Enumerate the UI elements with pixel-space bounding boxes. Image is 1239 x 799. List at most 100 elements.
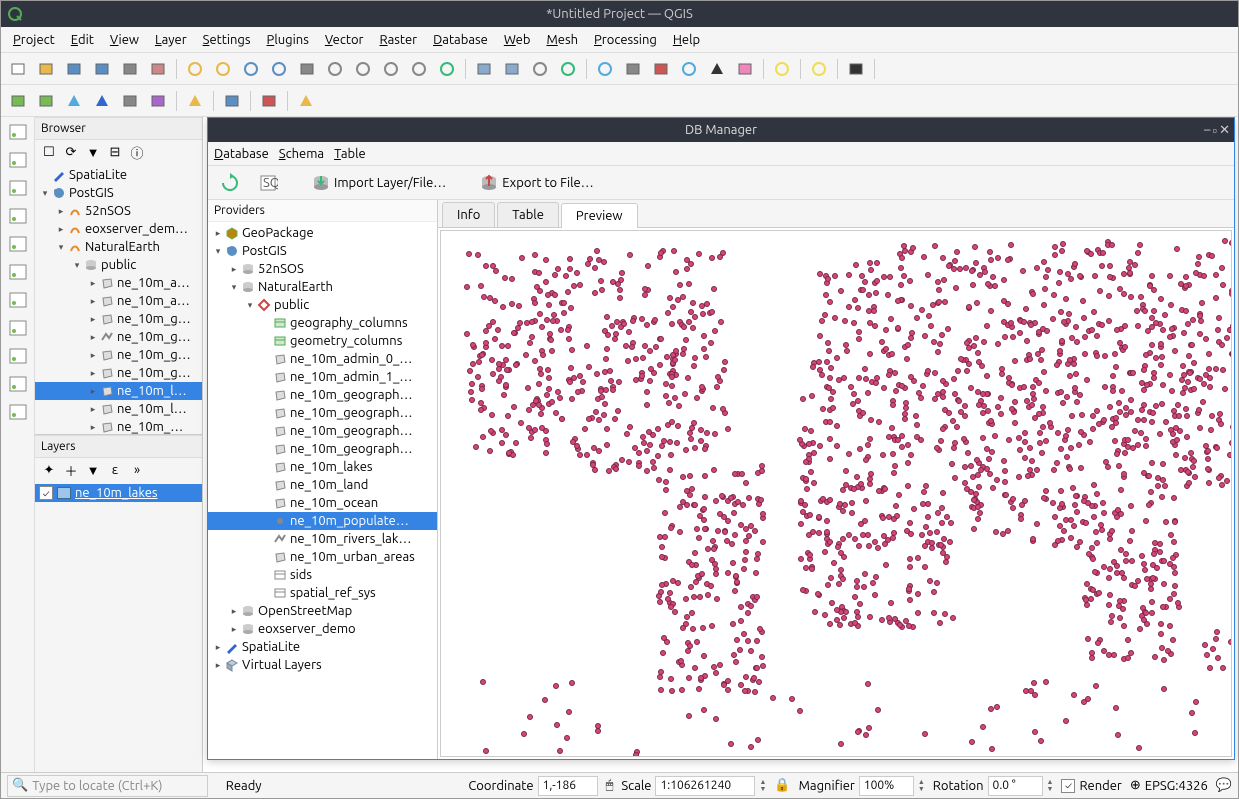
coord-input[interactable] xyxy=(538,776,598,796)
locate-input[interactable]: 🔍 Type to locate (Ctrl+K) xyxy=(7,775,208,797)
dbm-tree[interactable]: ▸GeoPackage▾PostGIS▸52nSOS▾NaturalEarth▾… xyxy=(208,222,437,759)
attrtable-button[interactable] xyxy=(620,56,646,82)
layer-row[interactable]: ne_10m_lakes xyxy=(35,484,202,502)
temporal-button[interactable] xyxy=(527,56,553,82)
pie-button[interactable] xyxy=(4,175,32,201)
expand-icon[interactable]: ▸ xyxy=(87,332,99,343)
ruler-button[interactable] xyxy=(4,203,32,229)
tree-row[interactable]: geometry_columns xyxy=(208,332,437,350)
vcheck-button[interactable] xyxy=(4,399,32,425)
save2-button[interactable] xyxy=(219,88,245,114)
marker-button[interactable] xyxy=(293,88,319,114)
dbm-menu-table[interactable]: Table xyxy=(334,147,366,161)
tree-row[interactable]: ▾public xyxy=(35,256,202,274)
tree-row[interactable]: ▸ne_10m_a… xyxy=(35,274,202,292)
zoomnext-button[interactable] xyxy=(406,56,432,82)
zoomout-button[interactable] xyxy=(266,56,292,82)
tree-row[interactable]: ne_10m_lakes xyxy=(208,458,437,476)
tree-row[interactable]: ▸ne_10m_a… xyxy=(35,292,202,310)
new-button[interactable] xyxy=(5,56,31,82)
addmesh-button[interactable] xyxy=(145,88,171,114)
layout-button[interactable] xyxy=(145,56,171,82)
menu-layer[interactable]: Layer xyxy=(149,31,193,49)
newmap-button[interactable] xyxy=(471,56,497,82)
expand-icon[interactable]: ▾ xyxy=(55,242,67,253)
menu-plugins[interactable]: Plugins xyxy=(261,31,315,49)
tree-row[interactable]: ▸GeoPackage xyxy=(208,224,437,242)
mag-input[interactable] xyxy=(859,776,914,796)
grid-button[interactable] xyxy=(4,147,32,173)
rot-input[interactable] xyxy=(988,776,1043,796)
layers-tree[interactable]: ne_10m_lakes xyxy=(35,482,202,584)
elephant-button[interactable] xyxy=(4,287,32,313)
refresh-button[interactable] xyxy=(434,56,460,82)
browser-refresh-icon[interactable]: ⟳ xyxy=(61,142,81,162)
menu-help[interactable]: Help xyxy=(667,31,706,49)
zoomin-button[interactable] xyxy=(238,56,264,82)
tree-row[interactable]: ne_10m_rivers_lak… xyxy=(208,530,437,548)
dbm-refresh-button[interactable] xyxy=(214,170,246,196)
pen-button[interactable] xyxy=(4,231,32,257)
dbm-sql-button[interactable]: SQL xyxy=(252,170,284,196)
menu-project[interactable]: Project xyxy=(7,31,61,49)
menu-processing[interactable]: Processing xyxy=(588,31,663,49)
tree-row[interactable]: ne_10m_geograph… xyxy=(208,404,437,422)
layers-style-icon[interactable]: ✦ xyxy=(39,460,59,480)
dbm-export-button[interactable]: Export to File… xyxy=(474,170,599,196)
scale-input[interactable] xyxy=(655,776,755,796)
vshape-button[interactable] xyxy=(4,259,32,285)
tree-row[interactable]: ne_10m_admin_1_… xyxy=(208,368,437,386)
browser-add-icon[interactable]: ☐ xyxy=(39,142,59,162)
layers-add-icon[interactable]: ＋ xyxy=(61,460,81,480)
addraster-button[interactable] xyxy=(33,88,59,114)
expand-icon[interactable]: ▸ xyxy=(55,206,67,217)
config-button[interactable] xyxy=(676,56,702,82)
addvirtual-button[interactable] xyxy=(61,88,87,114)
zoomlayer-button[interactable] xyxy=(350,56,376,82)
dbm-close-icon[interactable]: ✕ xyxy=(1219,123,1230,138)
expand-icon[interactable]: ▸ xyxy=(87,386,99,397)
expand-icon[interactable]: ▾ xyxy=(39,188,51,199)
tree-row[interactable]: ▸ne_10m_… xyxy=(35,418,202,434)
globe-button[interactable] xyxy=(4,315,32,341)
tree-row[interactable]: ▾NaturalEarth xyxy=(208,278,437,296)
expand-icon[interactable]: ▸ xyxy=(87,296,99,307)
refreshall-button[interactable] xyxy=(555,56,581,82)
tree-row[interactable]: ne_10m_admin_0_… xyxy=(208,350,437,368)
tree-row[interactable]: ▾PostGIS xyxy=(35,184,202,202)
crs-button[interactable]: ⊕EPSG:4326 xyxy=(1130,778,1208,793)
dbm-menu-schema[interactable]: Schema xyxy=(279,147,324,161)
messages-icon[interactable]: 💬 xyxy=(1216,778,1232,793)
tree-row[interactable]: spatial_ref_sys xyxy=(208,584,437,602)
expand-icon[interactable]: ▾ xyxy=(212,246,224,257)
expand-icon[interactable]: ▸ xyxy=(87,278,99,289)
pan-button[interactable] xyxy=(182,56,208,82)
expand-icon[interactable]: ▸ xyxy=(87,314,99,325)
tree-row[interactable]: ▾public xyxy=(208,296,437,314)
expand-icon[interactable]: ▸ xyxy=(87,422,99,433)
panex-button[interactable] xyxy=(210,56,236,82)
v-line-button[interactable] xyxy=(4,119,32,145)
target-button[interactable] xyxy=(4,371,32,397)
save-button[interactable] xyxy=(61,56,87,82)
browser-props-icon[interactable]: ⓘ xyxy=(127,142,147,162)
tree-row[interactable]: sids xyxy=(208,566,437,584)
tree-row[interactable]: ne_10m_geograph… xyxy=(208,422,437,440)
dbm-menu-database[interactable]: Database xyxy=(214,147,269,161)
expand-icon[interactable]: ▸ xyxy=(212,660,224,671)
menu-settings[interactable]: Settings xyxy=(197,31,257,49)
layers-filter-icon[interactable]: ▼ xyxy=(83,460,103,480)
sum-button[interactable] xyxy=(704,56,730,82)
globe2-button[interactable] xyxy=(4,343,32,369)
menu-web[interactable]: Web xyxy=(498,31,537,49)
dbm-preview[interactable] xyxy=(440,230,1232,757)
tree-row[interactable]: ne_10m_land xyxy=(208,476,437,494)
tree-row[interactable]: ▸eoxserver_dem… xyxy=(35,220,202,238)
menu-edit[interactable]: Edit xyxy=(65,31,100,49)
tree-row[interactable]: ▸ne_10m_g… xyxy=(35,328,202,346)
layer-visibility-checkbox[interactable] xyxy=(39,486,53,500)
tree-row[interactable]: ▾NaturalEarth xyxy=(35,238,202,256)
expand-icon[interactable]: ▸ xyxy=(87,350,99,361)
tree-row[interactable]: ▸52nSOS xyxy=(35,202,202,220)
dbm-import-button[interactable]: Import Layer/File… xyxy=(306,170,452,196)
